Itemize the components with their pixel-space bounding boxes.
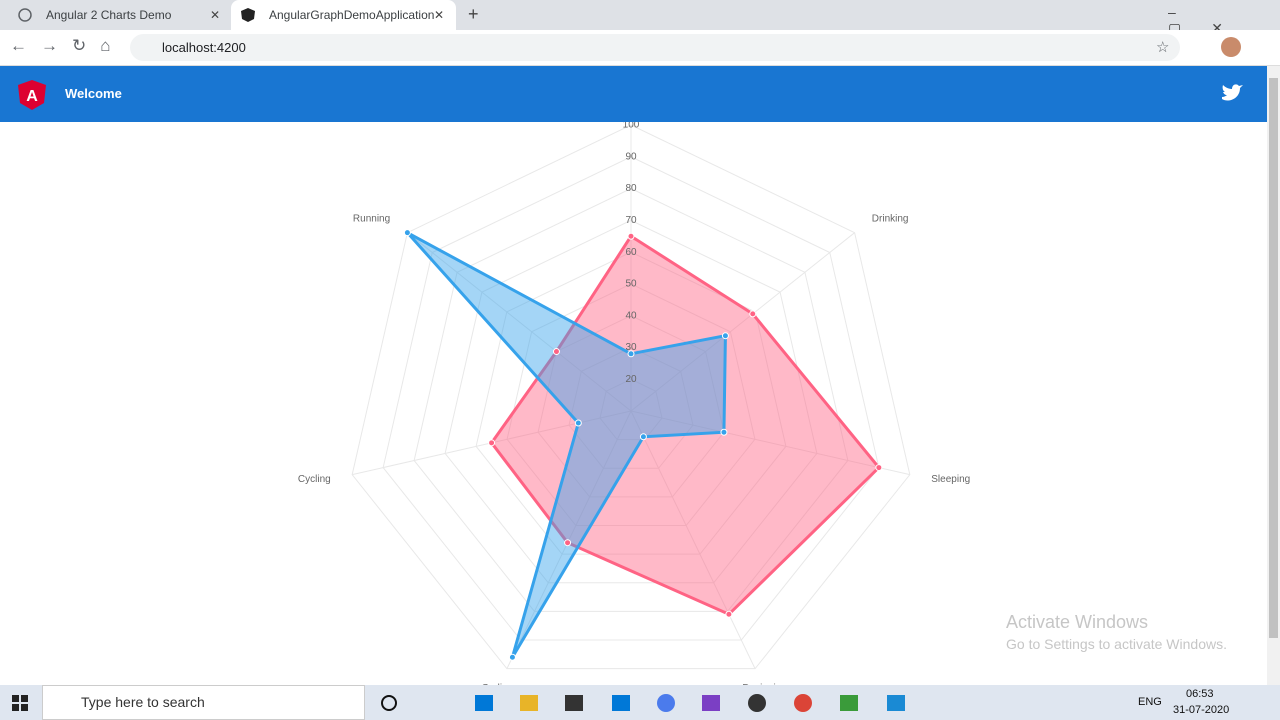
data-point bbox=[721, 332, 729, 340]
tab-strip: Angular 2 Charts Demo ✕ AngularGraphDemoA… bbox=[0, 0, 1280, 36]
scrollbar[interactable] bbox=[1267, 66, 1280, 685]
nav-buttons[interactable]: ←→↻⌂ bbox=[10, 36, 125, 55]
globe-icon bbox=[18, 8, 32, 22]
grid-line bbox=[599, 378, 663, 441]
tick-label: 30 bbox=[625, 342, 637, 353]
tick-label: 80 bbox=[625, 183, 637, 194]
svg-text:A: A bbox=[26, 88, 38, 105]
grid-line bbox=[413, 188, 849, 612]
grid-line bbox=[444, 219, 818, 584]
tab[interactable]: Angular 2 Charts Demo ✕ bbox=[8, 0, 230, 30]
grid-line bbox=[537, 315, 725, 498]
star[interactable]: ☆ bbox=[1156, 39, 1170, 56]
grid-line bbox=[506, 283, 756, 527]
tick-label: 70 bbox=[625, 215, 637, 226]
axis-label: Cycling bbox=[298, 474, 331, 485]
angular-icon bbox=[241, 8, 255, 22]
radar-chart: Drinking Sleeping Designing Coding Cycling Ru… bbox=[298, 122, 970, 685]
tab-active[interactable]: AngularGraphDemoApplication ✕ bbox=[231, 0, 456, 30]
search-box[interactable]: Type here to search bbox=[42, 685, 365, 720]
scroll-thumb[interactable] bbox=[1269, 78, 1278, 638]
data-point bbox=[564, 539, 572, 547]
grid-line bbox=[351, 124, 911, 670]
data-point bbox=[875, 464, 883, 472]
axis-label: Coding bbox=[482, 683, 514, 685]
tick-label: 50 bbox=[625, 279, 637, 290]
clock-date[interactable]: 31-07-2020 bbox=[1173, 704, 1230, 716]
data-point bbox=[749, 310, 757, 318]
data-point bbox=[508, 653, 516, 661]
language[interactable]: ENG bbox=[1138, 696, 1162, 708]
data-point bbox=[574, 419, 582, 427]
tab-title: AngularGraphDemoApplication bbox=[269, 8, 435, 22]
angular-logo: A bbox=[18, 80, 46, 110]
tick-label: 60 bbox=[625, 247, 637, 258]
spoke bbox=[630, 410, 756, 669]
data-point bbox=[403, 229, 411, 237]
avatar[interactable] bbox=[1221, 37, 1241, 57]
spoke bbox=[407, 232, 632, 412]
tick-label: 20 bbox=[625, 374, 637, 385]
watermark-subtitle: Go to Settings to activate Windows. bbox=[1006, 636, 1227, 652]
axis-label: Designing bbox=[742, 683, 786, 685]
data-point bbox=[627, 232, 635, 240]
app-header: A Welcome bbox=[0, 66, 1267, 122]
data-point bbox=[488, 439, 496, 447]
data-point bbox=[552, 348, 560, 356]
taskbar-apps bbox=[381, 694, 905, 712]
watermark-title: Activate Windows bbox=[1006, 612, 1149, 632]
clock-time[interactable]: 06:53 bbox=[1186, 688, 1214, 700]
series-area bbox=[406, 231, 727, 658]
tick-label: 100 bbox=[623, 122, 640, 131]
data-point bbox=[627, 350, 635, 358]
tick-label: 40 bbox=[625, 310, 637, 321]
data-point bbox=[725, 610, 733, 618]
axis-label: Sleeping bbox=[931, 474, 970, 485]
axis-label: Drinking bbox=[872, 214, 909, 225]
tab-title: Angular 2 Charts Demo bbox=[46, 8, 172, 22]
grid-line bbox=[382, 156, 880, 641]
data-point bbox=[720, 428, 728, 436]
axis-label: Running bbox=[353, 214, 390, 225]
new-tab[interactable]: + bbox=[468, 4, 479, 24]
tick-label: 90 bbox=[625, 151, 637, 162]
data-point bbox=[639, 433, 647, 441]
start-button[interactable] bbox=[12, 695, 28, 711]
grid-line bbox=[568, 346, 694, 469]
taskbar: Type here to search ENG 06:53 31-07-2020 bbox=[0, 685, 1280, 720]
grid-line bbox=[475, 251, 787, 555]
spoke bbox=[630, 410, 910, 476]
spoke bbox=[630, 232, 855, 412]
address-bar: ←→↻⌂ localhost:4200 ☆ bbox=[0, 30, 1280, 66]
twitter-icon[interactable] bbox=[1220, 83, 1244, 103]
header-title: Welcome bbox=[65, 86, 122, 101]
url-field[interactable]: localhost:4200 bbox=[130, 34, 1180, 61]
